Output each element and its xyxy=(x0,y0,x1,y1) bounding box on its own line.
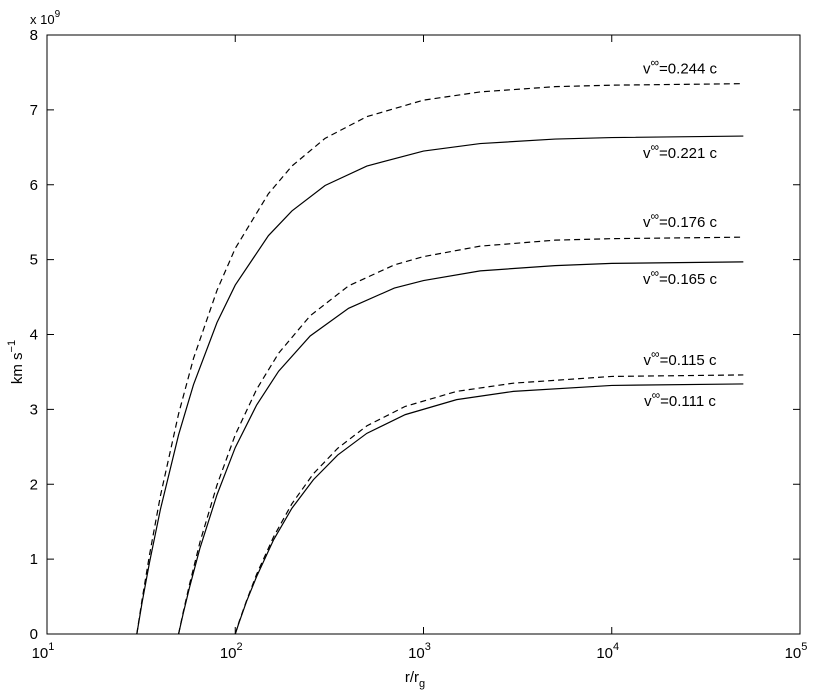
x-tick-base: 10 xyxy=(32,645,49,662)
curve-label: v∞=0.165 c xyxy=(643,266,718,288)
y-label-exp: −1 xyxy=(6,340,18,353)
label-sup: ∞ xyxy=(650,209,659,223)
y-tick-label: 1 xyxy=(30,551,38,568)
curve xyxy=(234,383,744,635)
y-axis-label: km s−1 xyxy=(6,340,26,384)
x-tick-base: 10 xyxy=(785,645,802,662)
curve xyxy=(234,374,744,635)
curve-label: v∞=0.176 c xyxy=(643,209,718,231)
label-sup: ∞ xyxy=(650,140,659,154)
y-tick-label: 5 xyxy=(30,252,38,269)
label-text: =0.115 c xyxy=(660,352,717,369)
curve-label: v∞=0.221 c xyxy=(643,140,718,162)
x-axis-label: r/rg xyxy=(405,669,425,690)
y-tick-label: 6 xyxy=(30,177,38,194)
x-tick-exp: 5 xyxy=(801,641,807,653)
x-tick-base: 10 xyxy=(220,645,237,662)
y-tick-label: 2 xyxy=(30,476,38,493)
curve xyxy=(136,135,744,635)
label-text: =0.111 c xyxy=(660,393,716,410)
label-sup: ∞ xyxy=(652,388,661,402)
label-sup: ∞ xyxy=(650,266,659,280)
label-base: v xyxy=(643,145,651,162)
x-tick-label: 102 xyxy=(220,641,243,662)
label-text: =0.244 c xyxy=(659,61,717,78)
x-tick-label: 101 xyxy=(32,641,55,662)
label-text: =0.165 c xyxy=(659,271,717,288)
y-multiplier-base: x 10 xyxy=(30,12,55,27)
x-tick-base: 10 xyxy=(596,645,613,662)
x-tick-label: 105 xyxy=(785,641,808,662)
x-tick-exp: 1 xyxy=(48,641,54,653)
y-tick-label: 0 xyxy=(30,626,38,643)
label-text: =0.221 c xyxy=(659,145,717,162)
curve-label: v∞=0.115 c xyxy=(644,347,717,369)
x-tick-label: 103 xyxy=(408,641,431,662)
curve xyxy=(136,83,744,635)
plot-frame xyxy=(46,34,801,635)
y-tick-label: 8 xyxy=(30,27,38,44)
curve-label: v∞=0.111 c xyxy=(644,388,716,410)
x-tick-base: 10 xyxy=(408,645,425,662)
x-tick-exp: 2 xyxy=(237,641,243,653)
curve-label: v∞=0.244 c xyxy=(643,56,718,78)
x-label-sub: g xyxy=(419,678,425,690)
label-sup: ∞ xyxy=(651,347,660,361)
x-tick-label: 104 xyxy=(596,641,619,662)
label-base: v xyxy=(644,352,652,369)
label-sup: ∞ xyxy=(650,56,659,70)
label-base: v xyxy=(643,61,651,78)
y-label-base: km s xyxy=(9,352,26,384)
label-text: =0.176 c xyxy=(659,214,717,231)
y-tick-label: 7 xyxy=(30,102,38,119)
x-tick-exp: 3 xyxy=(425,641,431,653)
label-base: v xyxy=(644,393,652,410)
x-label-base: r/r xyxy=(405,669,419,686)
y-multiplier-exp: 9 xyxy=(55,9,61,20)
label-base: v xyxy=(643,271,651,288)
y-tick-label: 3 xyxy=(30,401,38,418)
label-base: v xyxy=(643,214,651,231)
curve xyxy=(177,261,744,635)
y-multiplier: x 109 xyxy=(30,9,61,27)
x-tick-exp: 4 xyxy=(613,641,619,653)
curve xyxy=(177,236,744,635)
y-tick-label: 4 xyxy=(30,327,38,344)
